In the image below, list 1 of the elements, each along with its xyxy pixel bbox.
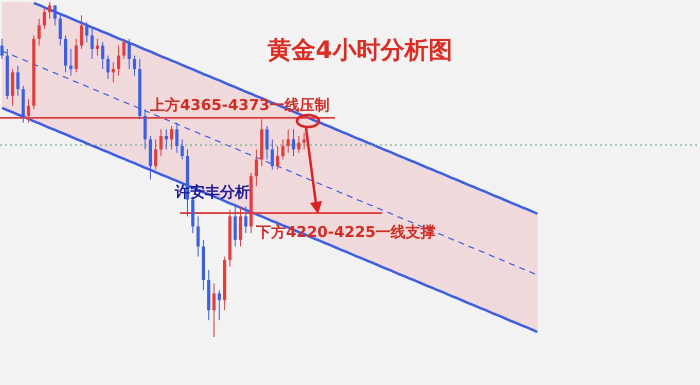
- text: 黄金4小时分析图: [266, 36, 452, 64]
